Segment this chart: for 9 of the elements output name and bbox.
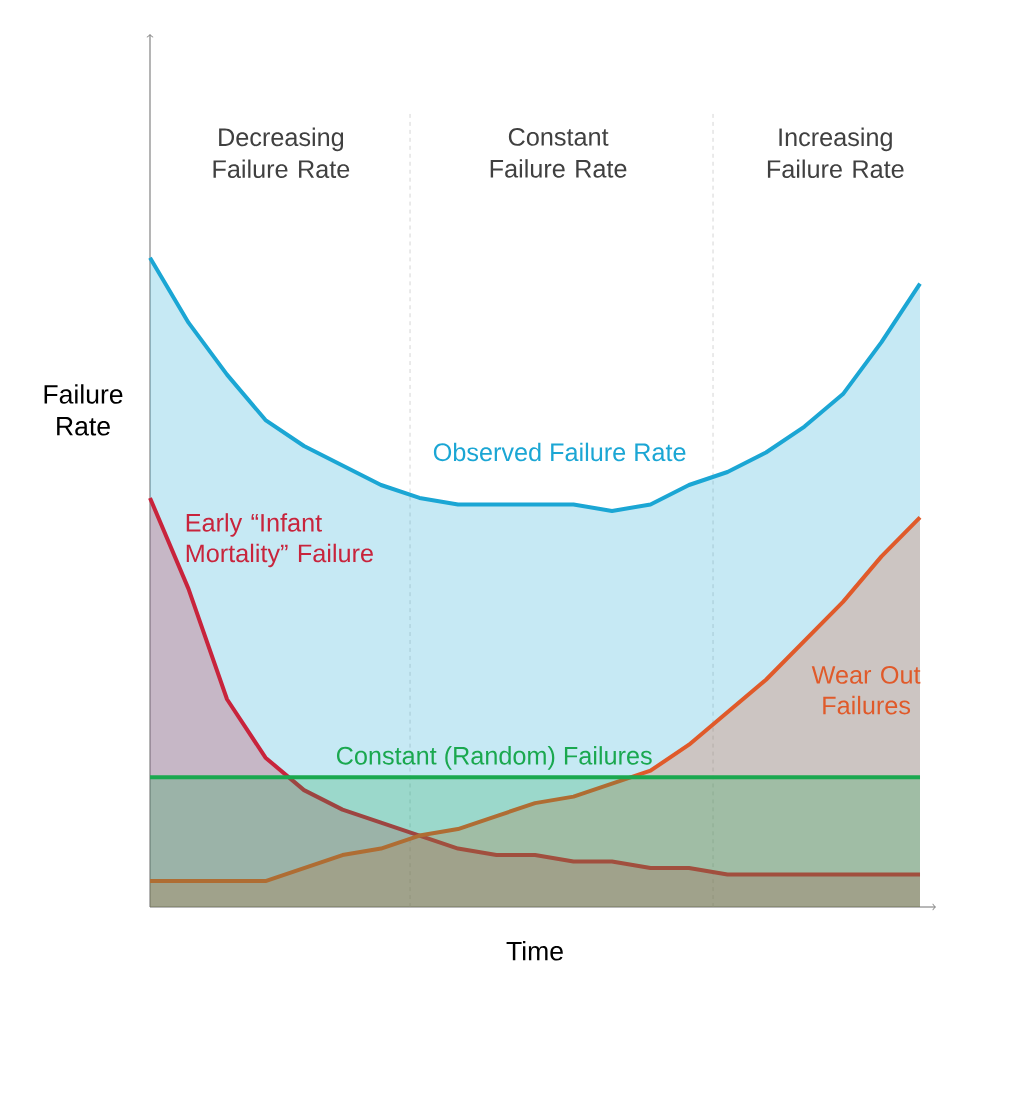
text: Constant Failure Rate — [490, 127, 627, 178]
series-label: Early “Infant Mortality” Failure — [186, 513, 373, 568]
text: Decreasing Failure Rate — [213, 127, 350, 179]
x-axis-title: Time — [506, 941, 563, 961]
series-label: Wear Out Failures — [811, 665, 921, 715]
series-label: Observed Failure Rate — [433, 442, 686, 462]
series-label: Constant (Random) Failures — [336, 746, 652, 770]
text: Increasing Failure Rate — [767, 127, 904, 179]
y-axis-title: Failure Rate — [44, 384, 123, 436]
